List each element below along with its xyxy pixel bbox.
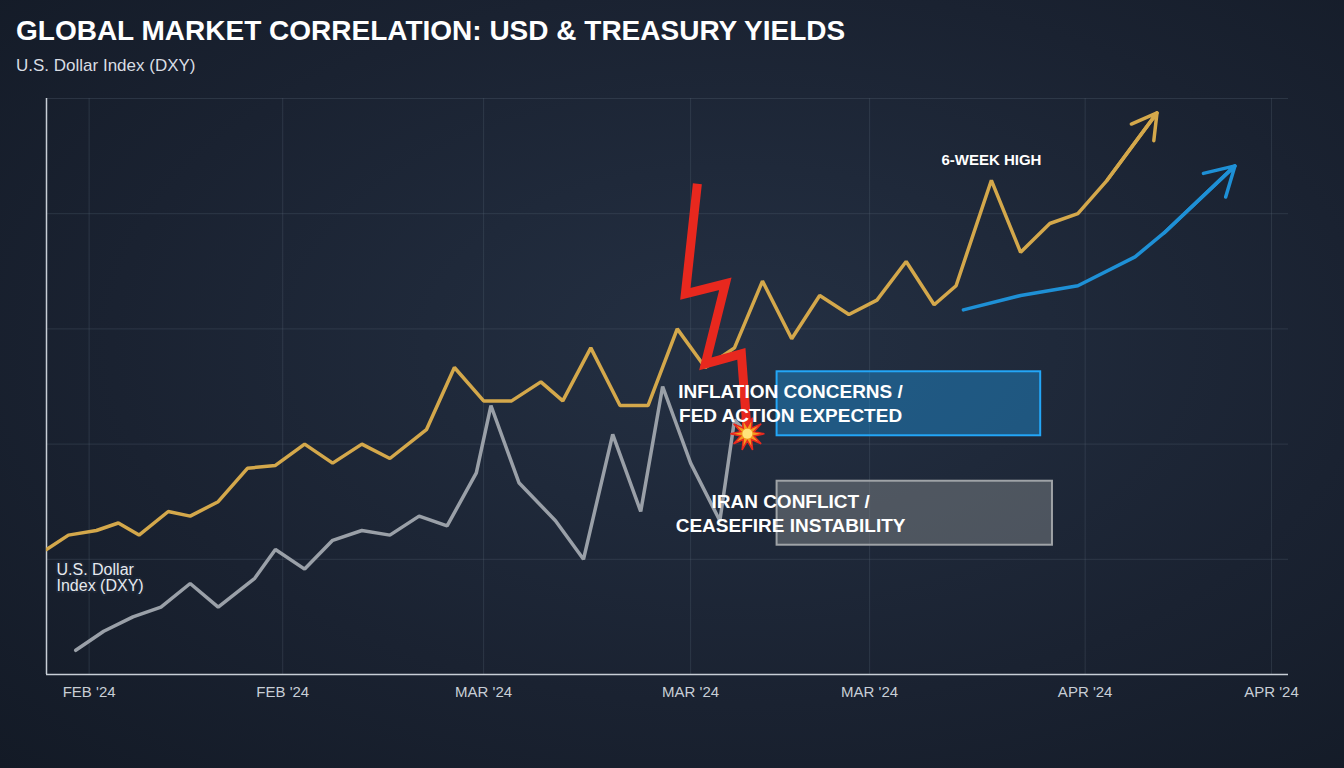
- svg-text:FEB '24: FEB '24: [256, 683, 309, 700]
- svg-text:MAR '24: MAR '24: [662, 683, 719, 700]
- svg-text:6-WEEK HIGH: 6-WEEK HIGH: [941, 151, 1041, 168]
- html-text:GLOBAL MARKET CORRELATION: USD: GLOBAL MARKET CORRELATION: USD & TREASUR…: [16, 15, 846, 46]
- svg-text:APR '24: APR '24: [1244, 683, 1299, 700]
- svg-text:MAR '24: MAR '24: [841, 683, 898, 700]
- svg-text:IRAN CONFLICT /: IRAN CONFLICT /: [711, 491, 870, 512]
- svg-text:MAR '24: MAR '24: [455, 683, 512, 700]
- svg-text:FEB '24: FEB '24: [63, 683, 116, 700]
- svg-text:CEASEFIRE INSTABILITY: CEASEFIRE INSTABILITY: [676, 515, 906, 536]
- svg-text:INFLATION CONCERNS /: INFLATION CONCERNS /: [678, 381, 903, 402]
- svg-text:APR '24: APR '24: [1058, 683, 1113, 700]
- html-text:U.S. Dollar Index (DXY): U.S. Dollar Index (DXY): [16, 56, 196, 75]
- svg-text:FED ACTION EXPECTED: FED ACTION EXPECTED: [679, 405, 902, 426]
- svg-text:U.S. DollarIndex (DXY): U.S. DollarIndex (DXY): [57, 561, 144, 594]
